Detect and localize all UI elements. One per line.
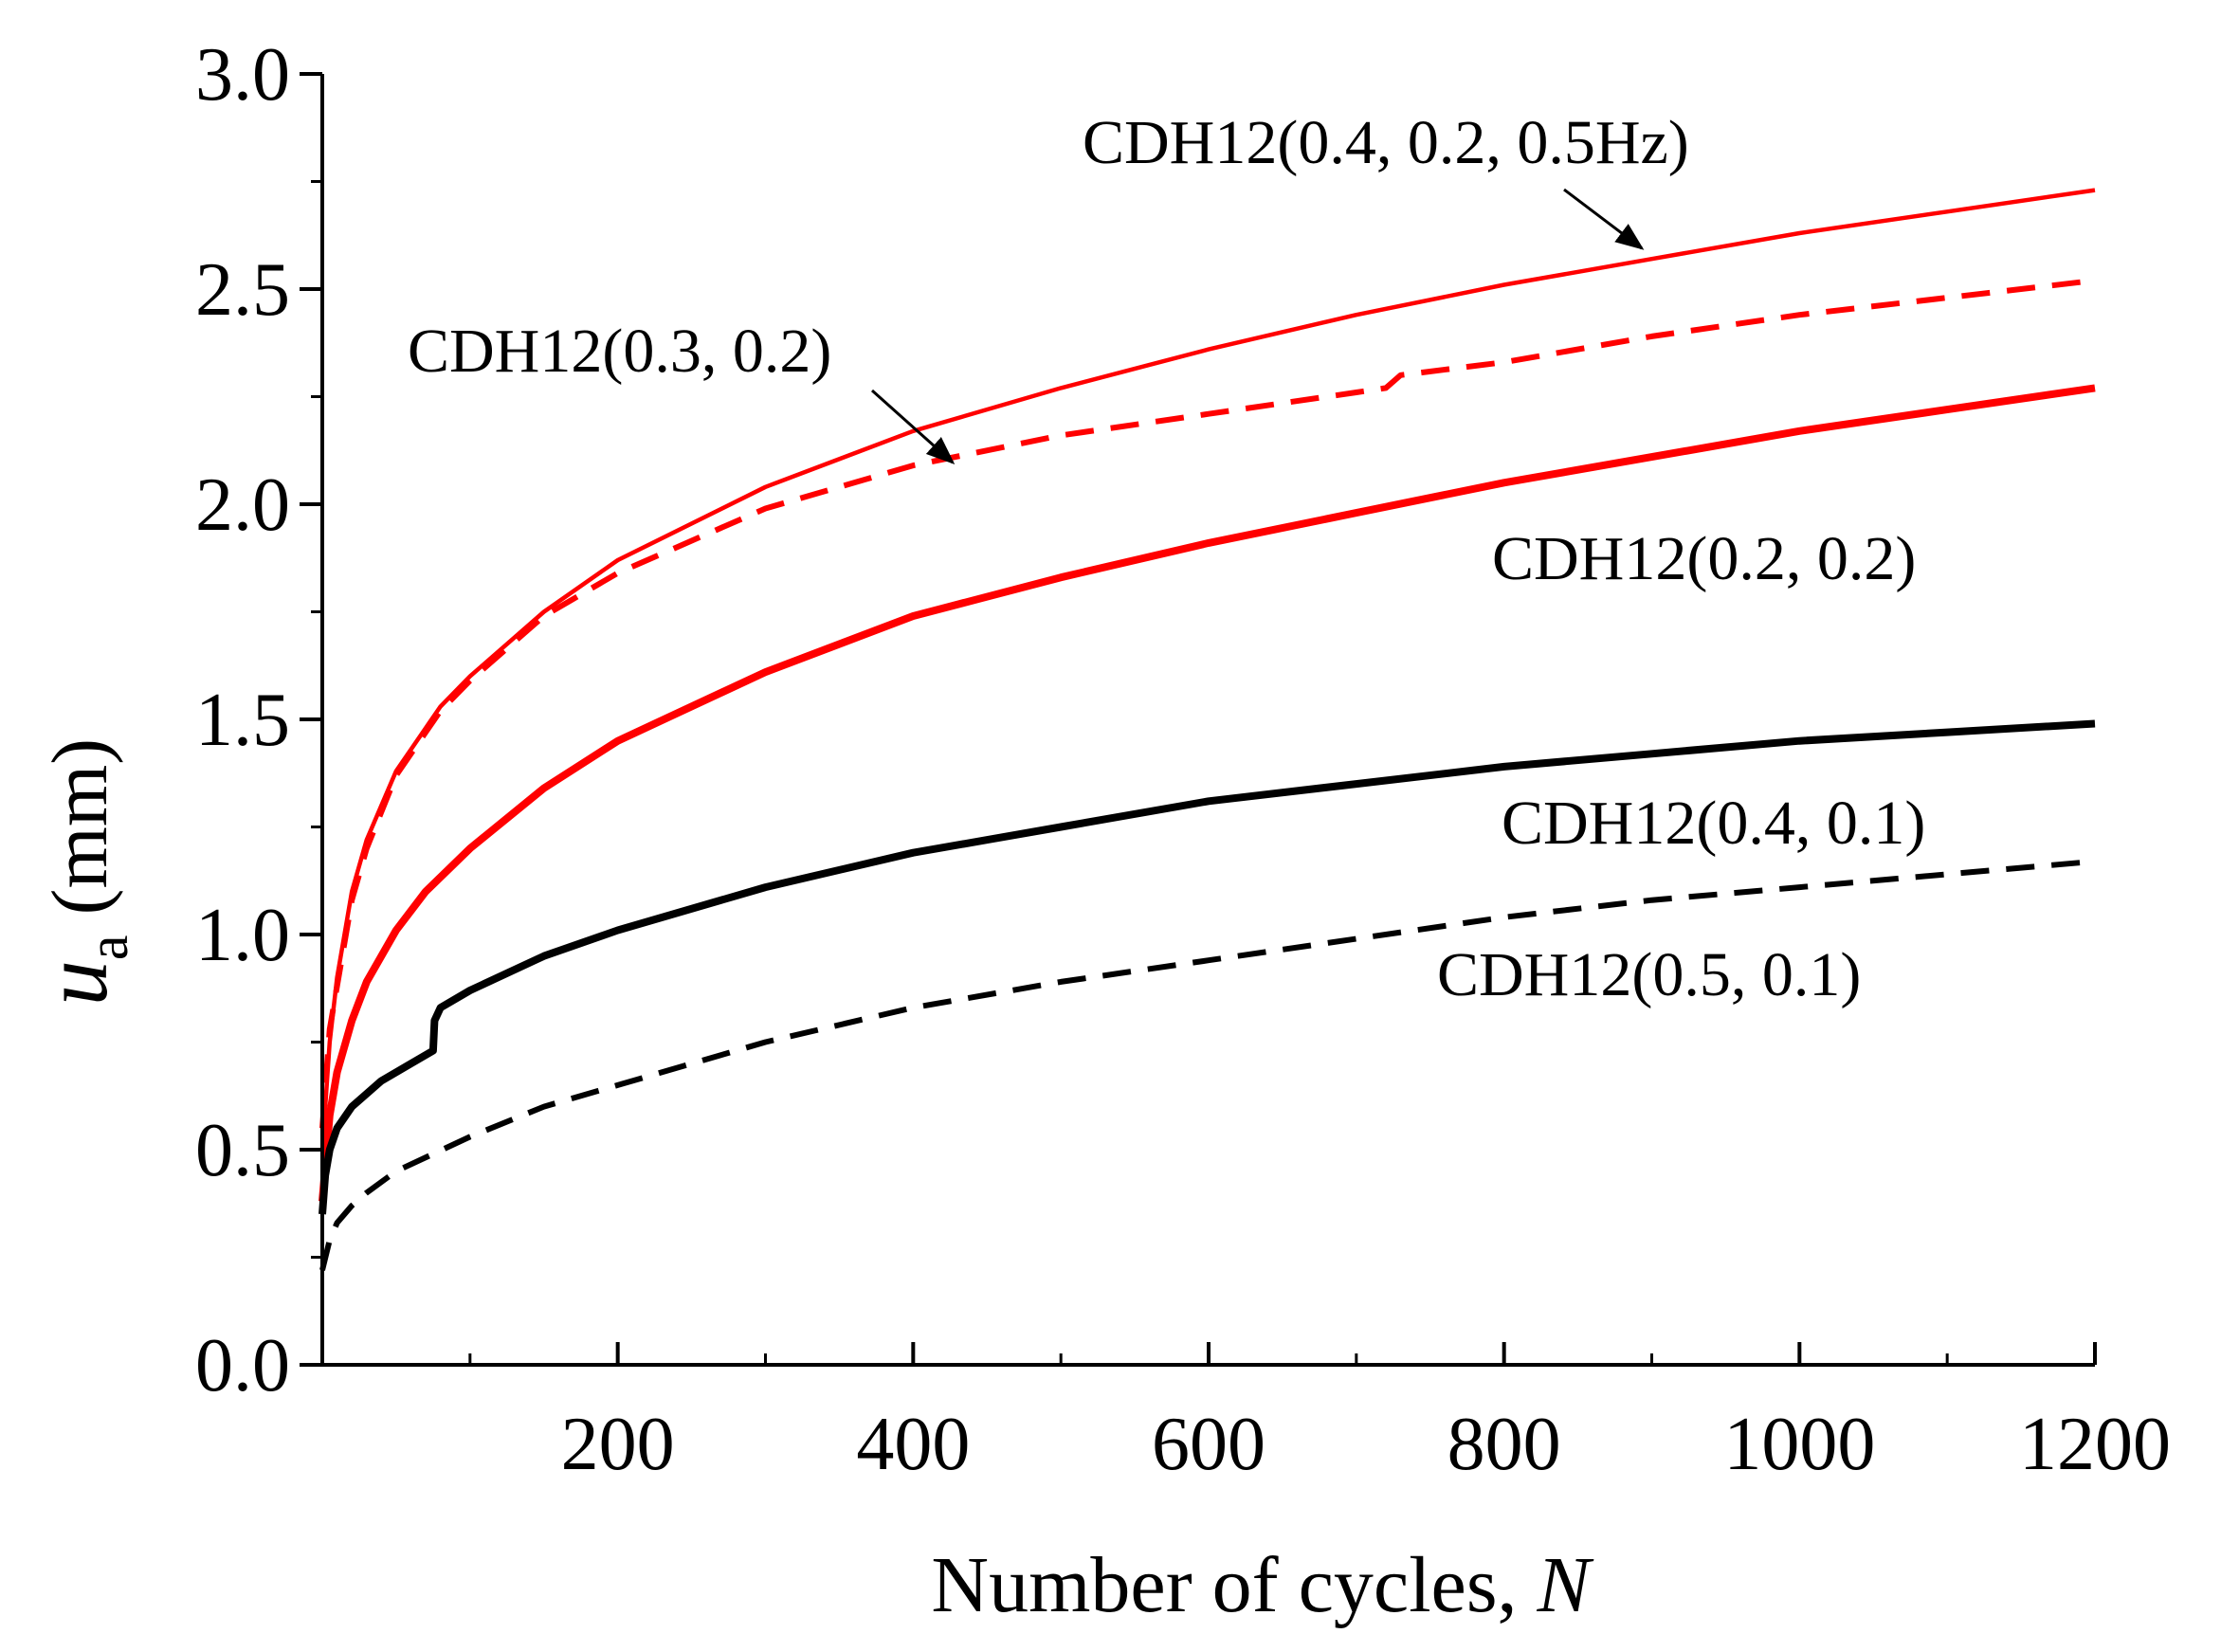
y-axis-unit: (mm) [36, 738, 124, 935]
x-axis-title: Number of cycles, N [931, 1541, 1593, 1629]
y-tick-label: 2.5 [195, 248, 290, 332]
x-tick-label: 1000 [1723, 1403, 1875, 1486]
x-axis-label: Number of cycles, [931, 1541, 1537, 1629]
series-line-3 [319, 719, 2096, 1215]
x-tick-label: 400 [856, 1403, 970, 1486]
x-tick-label: 200 [561, 1403, 675, 1486]
x-tick-label: 800 [1447, 1403, 1561, 1486]
series-line-2 [319, 384, 2096, 1202]
series-line-1 [319, 277, 2096, 1129]
axes-layer [300, 72, 2097, 1367]
series-layer [319, 188, 2096, 1271]
annotation-cdh12-04-01: CDH12(0.4, 0.1) [1502, 789, 1925, 858]
annotation-cdh12-02-02: CDH12(0.2, 0.2) [1492, 524, 1916, 593]
y-tick-label: 3.0 [195, 33, 290, 117]
x-tick-label: 600 [1152, 1403, 1265, 1486]
x-axis-var: N [1537, 1541, 1594, 1629]
annotation-cdh12-04-02-05hz: CDH12(0.4, 0.2, 0.5Hz) [1083, 108, 1689, 177]
annotation-cdh12-05-01: CDH12(0.5, 0.1) [1437, 940, 1861, 1009]
y-axis-sub: a [77, 935, 139, 960]
y-tick-label: 0.5 [195, 1109, 290, 1192]
y-axis-var: u [25, 960, 126, 1006]
annotation-cdh12-03-02: CDH12(0.3, 0.2) [408, 317, 831, 386]
series-line-0 [319, 188, 2096, 1151]
annotation-arrow-03-02 [871, 389, 956, 464]
y-tick-label: 1.0 [195, 894, 290, 977]
y-axis-title: ua (mm) [25, 738, 139, 1006]
y-tick-label: 2.0 [195, 463, 290, 547]
y-tick-label: 0.0 [195, 1324, 290, 1407]
series-line-4 [319, 858, 2096, 1271]
annotation-arrow-05hz [1563, 188, 1645, 250]
tick-labels: 0.0 0.5 1.0 1.5 2.0 2.5 3.0 200 400 600 800 1000 120… [195, 33, 2171, 1486]
x-tick-label: 1200 [2019, 1403, 2171, 1486]
y-tick-label: 1.5 [195, 679, 290, 762]
